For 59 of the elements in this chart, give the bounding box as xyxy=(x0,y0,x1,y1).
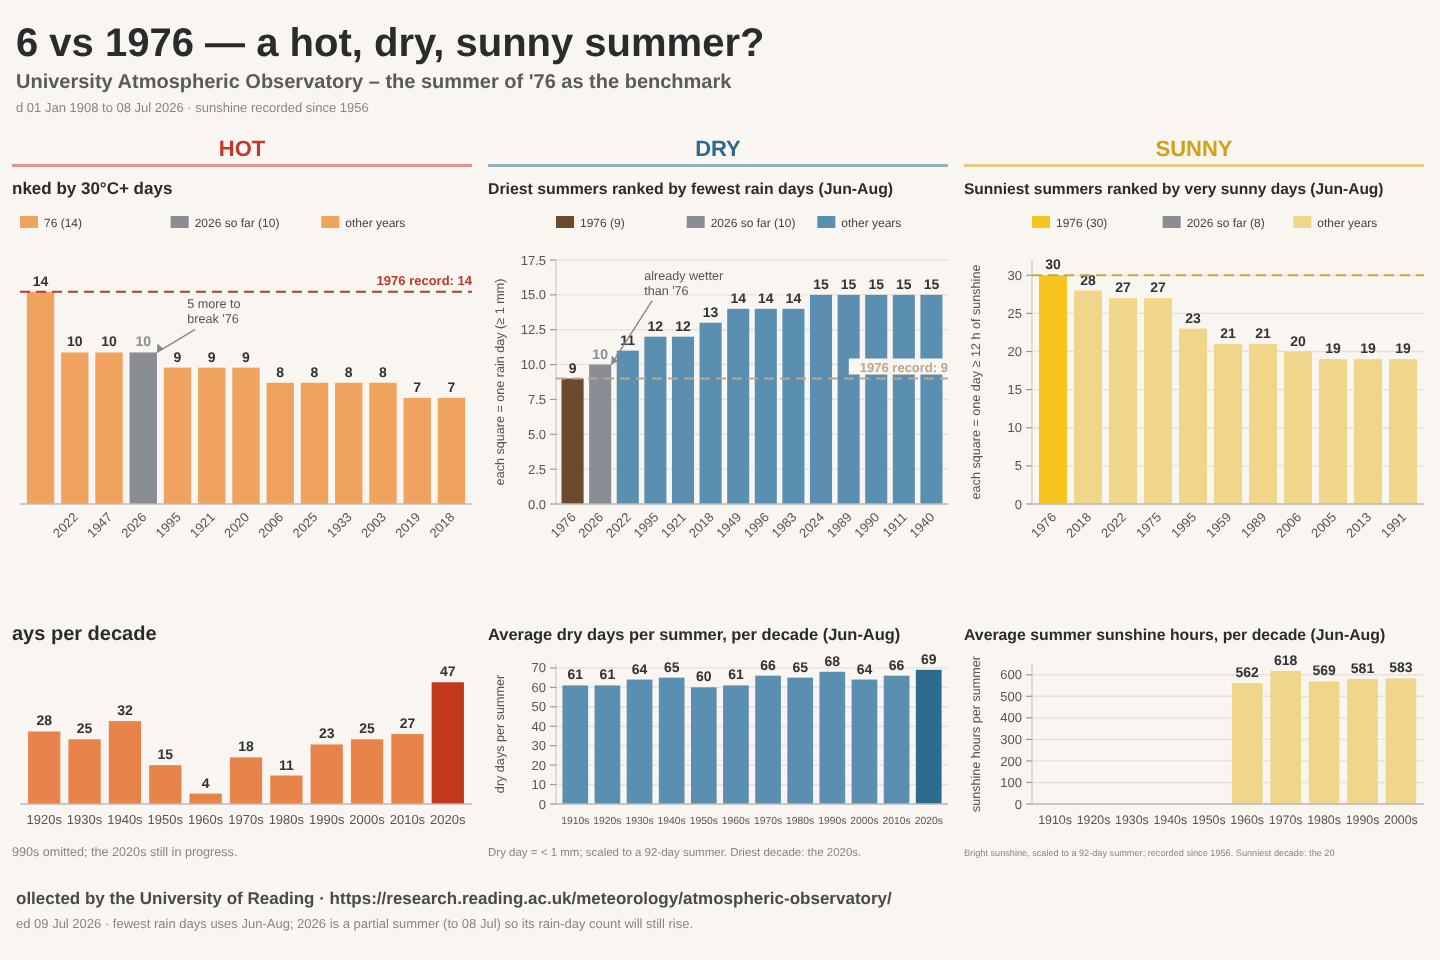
bar xyxy=(198,367,226,504)
bar xyxy=(310,744,343,804)
chart-title: nked by 30°C+ days xyxy=(12,178,173,198)
bar xyxy=(754,308,777,504)
bar xyxy=(1039,275,1067,504)
bar xyxy=(232,367,260,504)
bar xyxy=(1284,351,1312,504)
bar xyxy=(809,294,833,504)
bar xyxy=(28,731,61,804)
bar xyxy=(561,378,584,504)
bar xyxy=(1249,343,1277,504)
bar xyxy=(1270,670,1302,804)
bar xyxy=(270,775,303,804)
bar xyxy=(149,765,182,804)
bar xyxy=(129,352,157,504)
bar xyxy=(1109,298,1137,504)
bar xyxy=(1347,678,1378,804)
chart-title: Average dry days per summer, per decade (Jun-Aug) xyxy=(488,626,901,644)
bar xyxy=(644,336,667,504)
text: ollected by the University of Reading · https://research.reading.ac.uk/meteorology/atmospheric-observatory/ xyxy=(16,888,893,908)
bar xyxy=(1389,359,1417,504)
bar xyxy=(350,739,384,804)
bar xyxy=(727,308,750,504)
bar xyxy=(431,682,464,804)
bar xyxy=(163,367,192,504)
bar xyxy=(671,336,695,504)
bar xyxy=(437,397,466,504)
chart-subtitle: HOT xyxy=(218,138,266,162)
bar xyxy=(1354,359,1382,504)
bar xyxy=(616,350,639,504)
bar xyxy=(1231,682,1263,804)
bar xyxy=(1319,359,1347,504)
bar xyxy=(300,382,329,504)
bar xyxy=(26,291,55,504)
chart-subtitle: SUNNY xyxy=(1155,138,1234,162)
bar xyxy=(403,397,431,504)
chart-title: ays per decade xyxy=(12,624,158,646)
bar xyxy=(1385,678,1417,804)
bar xyxy=(95,352,123,504)
bar xyxy=(335,382,363,504)
bar xyxy=(68,739,101,804)
text: University Atmospheric Observatory – the summer of '76 as the benchmark xyxy=(16,72,733,94)
bar xyxy=(108,721,142,804)
bar xyxy=(699,322,722,504)
bar xyxy=(1179,328,1207,504)
bar xyxy=(1144,298,1172,504)
chart-subtitle: DRY xyxy=(695,138,743,162)
bar xyxy=(1214,343,1242,504)
bar xyxy=(229,757,263,804)
bar xyxy=(782,308,805,504)
bar xyxy=(369,382,397,504)
bar xyxy=(266,382,294,504)
bar xyxy=(391,734,424,804)
bar xyxy=(589,364,612,504)
text: 6 vs 1976 — a hot, dry, sunny summer? xyxy=(16,22,765,66)
bar xyxy=(837,294,860,504)
bar xyxy=(1308,681,1340,804)
bar xyxy=(1074,290,1102,504)
bar xyxy=(61,352,89,504)
